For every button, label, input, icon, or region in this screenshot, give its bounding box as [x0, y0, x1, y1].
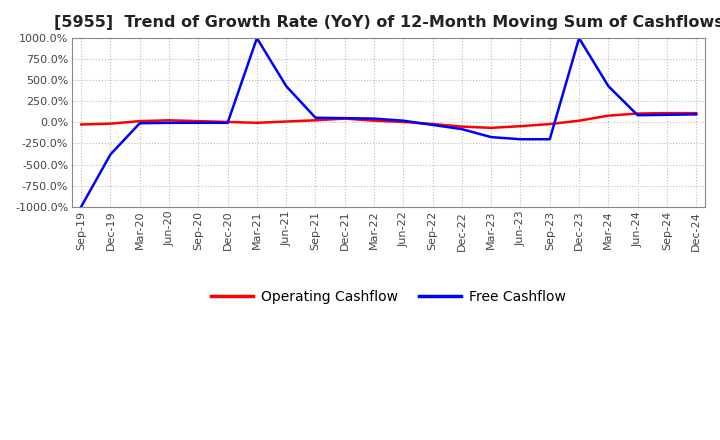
- Legend: Operating Cashflow, Free Cashflow: Operating Cashflow, Free Cashflow: [206, 284, 572, 309]
- Title: [5955]  Trend of Growth Rate (YoY) of 12-Month Moving Sum of Cashflows: [5955] Trend of Growth Rate (YoY) of 12-…: [54, 15, 720, 30]
